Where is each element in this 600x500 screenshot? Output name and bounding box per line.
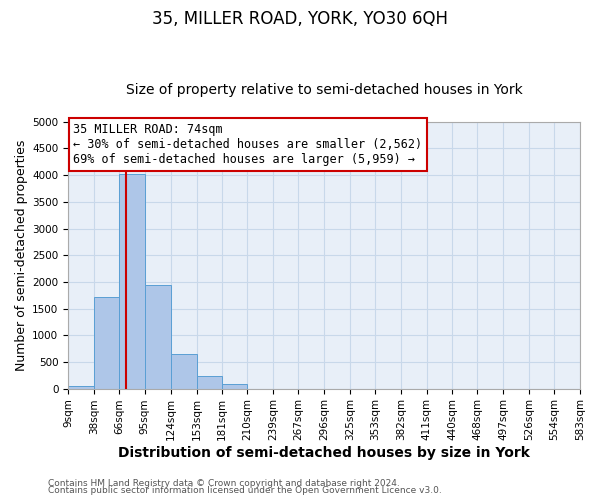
Bar: [197, 376, 221, 388]
Bar: [170, 354, 197, 388]
Bar: [145, 285, 170, 389]
Text: Contains public sector information licensed under the Open Government Licence v3: Contains public sector information licen…: [48, 486, 442, 495]
Text: Contains HM Land Registry data © Crown copyright and database right 2024.: Contains HM Land Registry data © Crown c…: [48, 478, 400, 488]
X-axis label: Distribution of semi-detached houses by size in York: Distribution of semi-detached houses by …: [118, 446, 530, 460]
Bar: [119, 174, 145, 388]
Bar: [221, 384, 247, 388]
Bar: [94, 297, 119, 388]
Bar: [68, 386, 94, 388]
Title: Size of property relative to semi-detached houses in York: Size of property relative to semi-detach…: [125, 83, 523, 97]
Text: 35, MILLER ROAD, YORK, YO30 6QH: 35, MILLER ROAD, YORK, YO30 6QH: [152, 10, 448, 28]
Text: 35 MILLER ROAD: 74sqm
← 30% of semi-detached houses are smaller (2,562)
69% of s: 35 MILLER ROAD: 74sqm ← 30% of semi-deta…: [73, 123, 422, 166]
Y-axis label: Number of semi-detached properties: Number of semi-detached properties: [15, 140, 28, 371]
